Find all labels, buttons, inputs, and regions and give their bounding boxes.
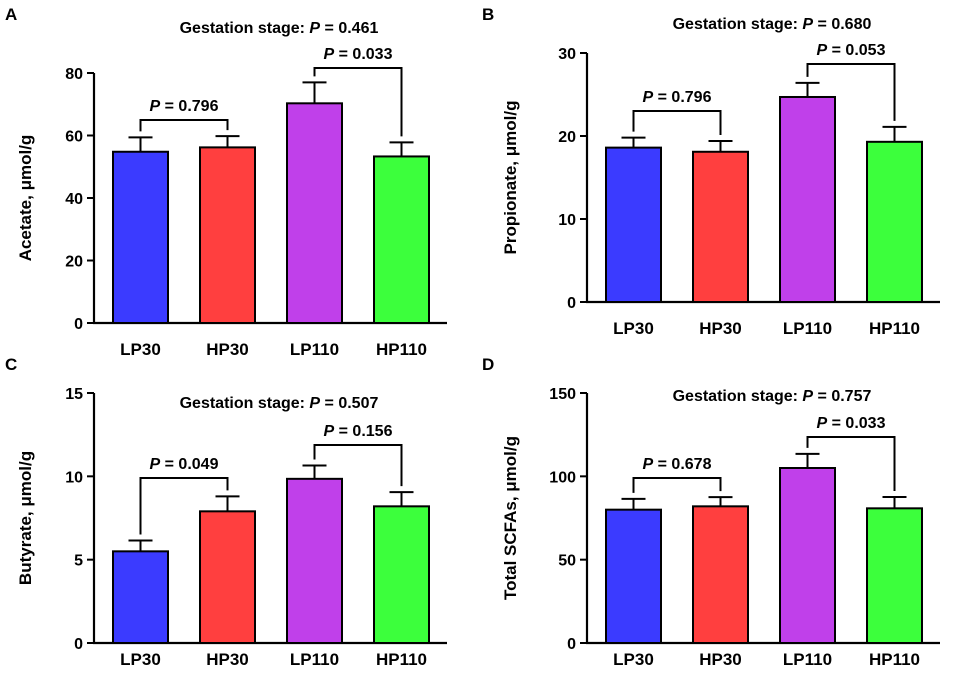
bar-hp110 [866,507,923,645]
bar-hp110 [373,155,430,324]
comparison-bracket [806,436,896,491]
y-tick-label: 20 [558,129,576,146]
y-axis-label: Butyrate, μmol/g [16,451,35,585]
x-category-label: LP30 [120,340,161,359]
y-axis-label: Total SCFAs, μmol/g [501,436,520,600]
panel-a: A 0 20 40 60 80 Acetate, μmol/g LP30 HP30 LP110 HP… [5,5,447,359]
bracket-p-value: P = 0.796 [150,98,219,115]
gestation-stage-annotation: Gestation stage: P = 0.461 [180,20,379,37]
x-category-label: LP30 [613,650,654,669]
panel-letter: D [482,355,494,374]
bar-lp110 [286,102,343,324]
y-tick-label: 30 [558,46,576,63]
comparison-bracket [139,119,229,132]
x-category-label: LP110 [290,340,339,359]
bar-lp30 [112,150,169,324]
panel-letter: B [482,5,494,24]
y-tick-label: 0 [567,295,576,312]
bracket-p-value: P = 0.033 [817,415,886,432]
bracket-p-value: P = 0.156 [324,423,393,440]
bar-hp30 [692,150,749,303]
x-category-label: LP110 [783,319,832,338]
comparison-bracket [313,67,403,137]
x-category-label: HP30 [699,650,742,669]
panel-d: D 0 50 100 150 Total SCFAs, μmol/g LP30 HP30 LP1… [482,355,940,669]
panel-b: B 0 10 20 30 Propionate, μmol/g LP30 HP30 LP110 H… [482,5,940,338]
gestation-stage-annotation: Gestation stage: P = 0.680 [673,16,872,33]
x-category-label: HP30 [699,319,742,338]
x-category-label: HP110 [869,319,920,338]
y-tick-label: 0 [567,636,576,653]
y-tick-label: 100 [549,469,576,486]
bar-lp110 [779,467,836,644]
y-axis-label: Propionate, μmol/g [501,101,520,255]
y-tick-label: 0 [74,316,83,333]
bar-hp110 [373,505,430,645]
bracket-p-value: P = 0.053 [817,42,886,59]
panel-c: C 0 5 10 15 Butyrate, μmol/g LP30 HP30 LP110 HP11… [5,355,447,669]
x-category-label: LP30 [120,650,161,669]
y-tick-label: 80 [65,66,83,83]
bracket-p-value: P = 0.033 [324,46,393,63]
bracket-p-value: P = 0.796 [643,89,712,106]
bracket-p-value: P = 0.049 [150,456,219,473]
y-tick-label: 150 [549,386,576,403]
bar-lp110 [286,477,343,645]
y-tick-label: 40 [65,191,83,208]
y-tick-label: 15 [65,386,83,403]
bar-lp30 [112,550,169,644]
bar-hp110 [866,140,923,303]
comparison-bracket [632,110,722,135]
y-tick-label: 0 [74,636,83,653]
bar-hp30 [692,505,749,645]
bracket-p-value: P = 0.678 [643,456,712,473]
y-tick-label: 20 [65,254,83,271]
bar-lp110 [779,95,836,303]
comparison-bracket [806,63,896,121]
y-tick-label: 50 [558,553,576,570]
panel-letter: A [5,5,17,24]
x-category-label: HP110 [376,650,427,669]
x-category-label: HP30 [206,650,249,669]
x-category-label: HP110 [376,340,427,359]
comparison-bracket [632,477,722,493]
bar-hp30 [199,146,256,324]
x-category-label: LP30 [613,319,654,338]
x-category-label: LP110 [783,650,832,669]
y-tick-label: 5 [74,553,83,570]
bar-lp30 [605,508,662,644]
gestation-stage-annotation: Gestation stage: P = 0.507 [180,395,379,412]
panel-letter: C [5,355,17,374]
comparison-bracket [139,477,229,535]
bar-lp30 [605,146,662,303]
y-tick-label: 10 [558,212,576,229]
comparison-bracket [313,444,403,487]
gestation-stage-annotation: Gestation stage: P = 0.757 [673,388,872,405]
x-category-label: HP30 [206,340,249,359]
x-category-label: LP110 [290,650,339,669]
y-tick-label: 60 [65,129,83,146]
y-tick-label: 10 [65,469,83,486]
y-axis-label: Acetate, μmol/g [16,135,35,262]
bar-hp30 [199,510,256,645]
x-category-label: HP110 [869,650,920,669]
